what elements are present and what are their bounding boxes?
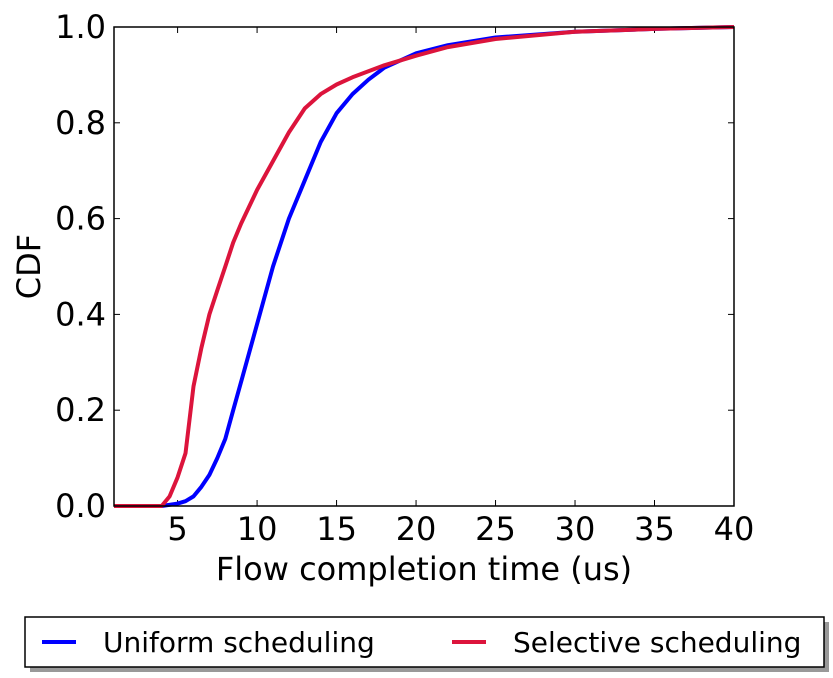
x-tick-label: 15 <box>316 510 357 548</box>
x-tick-label: 5 <box>167 510 187 548</box>
x-tick-label: 35 <box>634 510 675 548</box>
y-tick-label: 0.0 <box>55 487 106 525</box>
series-line-selective <box>114 25 735 508</box>
y-axis-label: CDF <box>10 234 48 299</box>
x-axis-label: Flow completion time (us) <box>216 550 632 588</box>
x-tick-label: 10 <box>237 510 278 548</box>
legend-label: Selective scheduling <box>513 626 801 659</box>
y-tick-label: 0.8 <box>55 104 106 142</box>
y-tick-label: 0.4 <box>55 295 106 333</box>
x-tick-label: 25 <box>475 510 516 548</box>
ticks-group: 5 10 15 20 25 30 35 40 0.0 0.2 0.4 0.6 0.8 1.0 <box>55 8 754 548</box>
series-group <box>114 25 735 508</box>
legend-box <box>24 616 825 668</box>
y-tick-label: 1.0 <box>55 8 106 46</box>
legend-label: Uniform scheduling <box>103 626 375 659</box>
x-tick-label: 30 <box>555 510 596 548</box>
legend-items: Uniform scheduling Selective scheduling <box>42 626 801 659</box>
series-line-uniform <box>114 25 735 508</box>
y-tick-label: 0.6 <box>55 200 106 238</box>
legend: Uniform scheduling Selective scheduling <box>24 616 829 672</box>
y-tick-label: 0.2 <box>55 391 106 429</box>
x-tick-label: 40 <box>714 510 755 548</box>
x-tick-label: 20 <box>396 510 437 548</box>
plot-area-frame <box>113 26 735 507</box>
